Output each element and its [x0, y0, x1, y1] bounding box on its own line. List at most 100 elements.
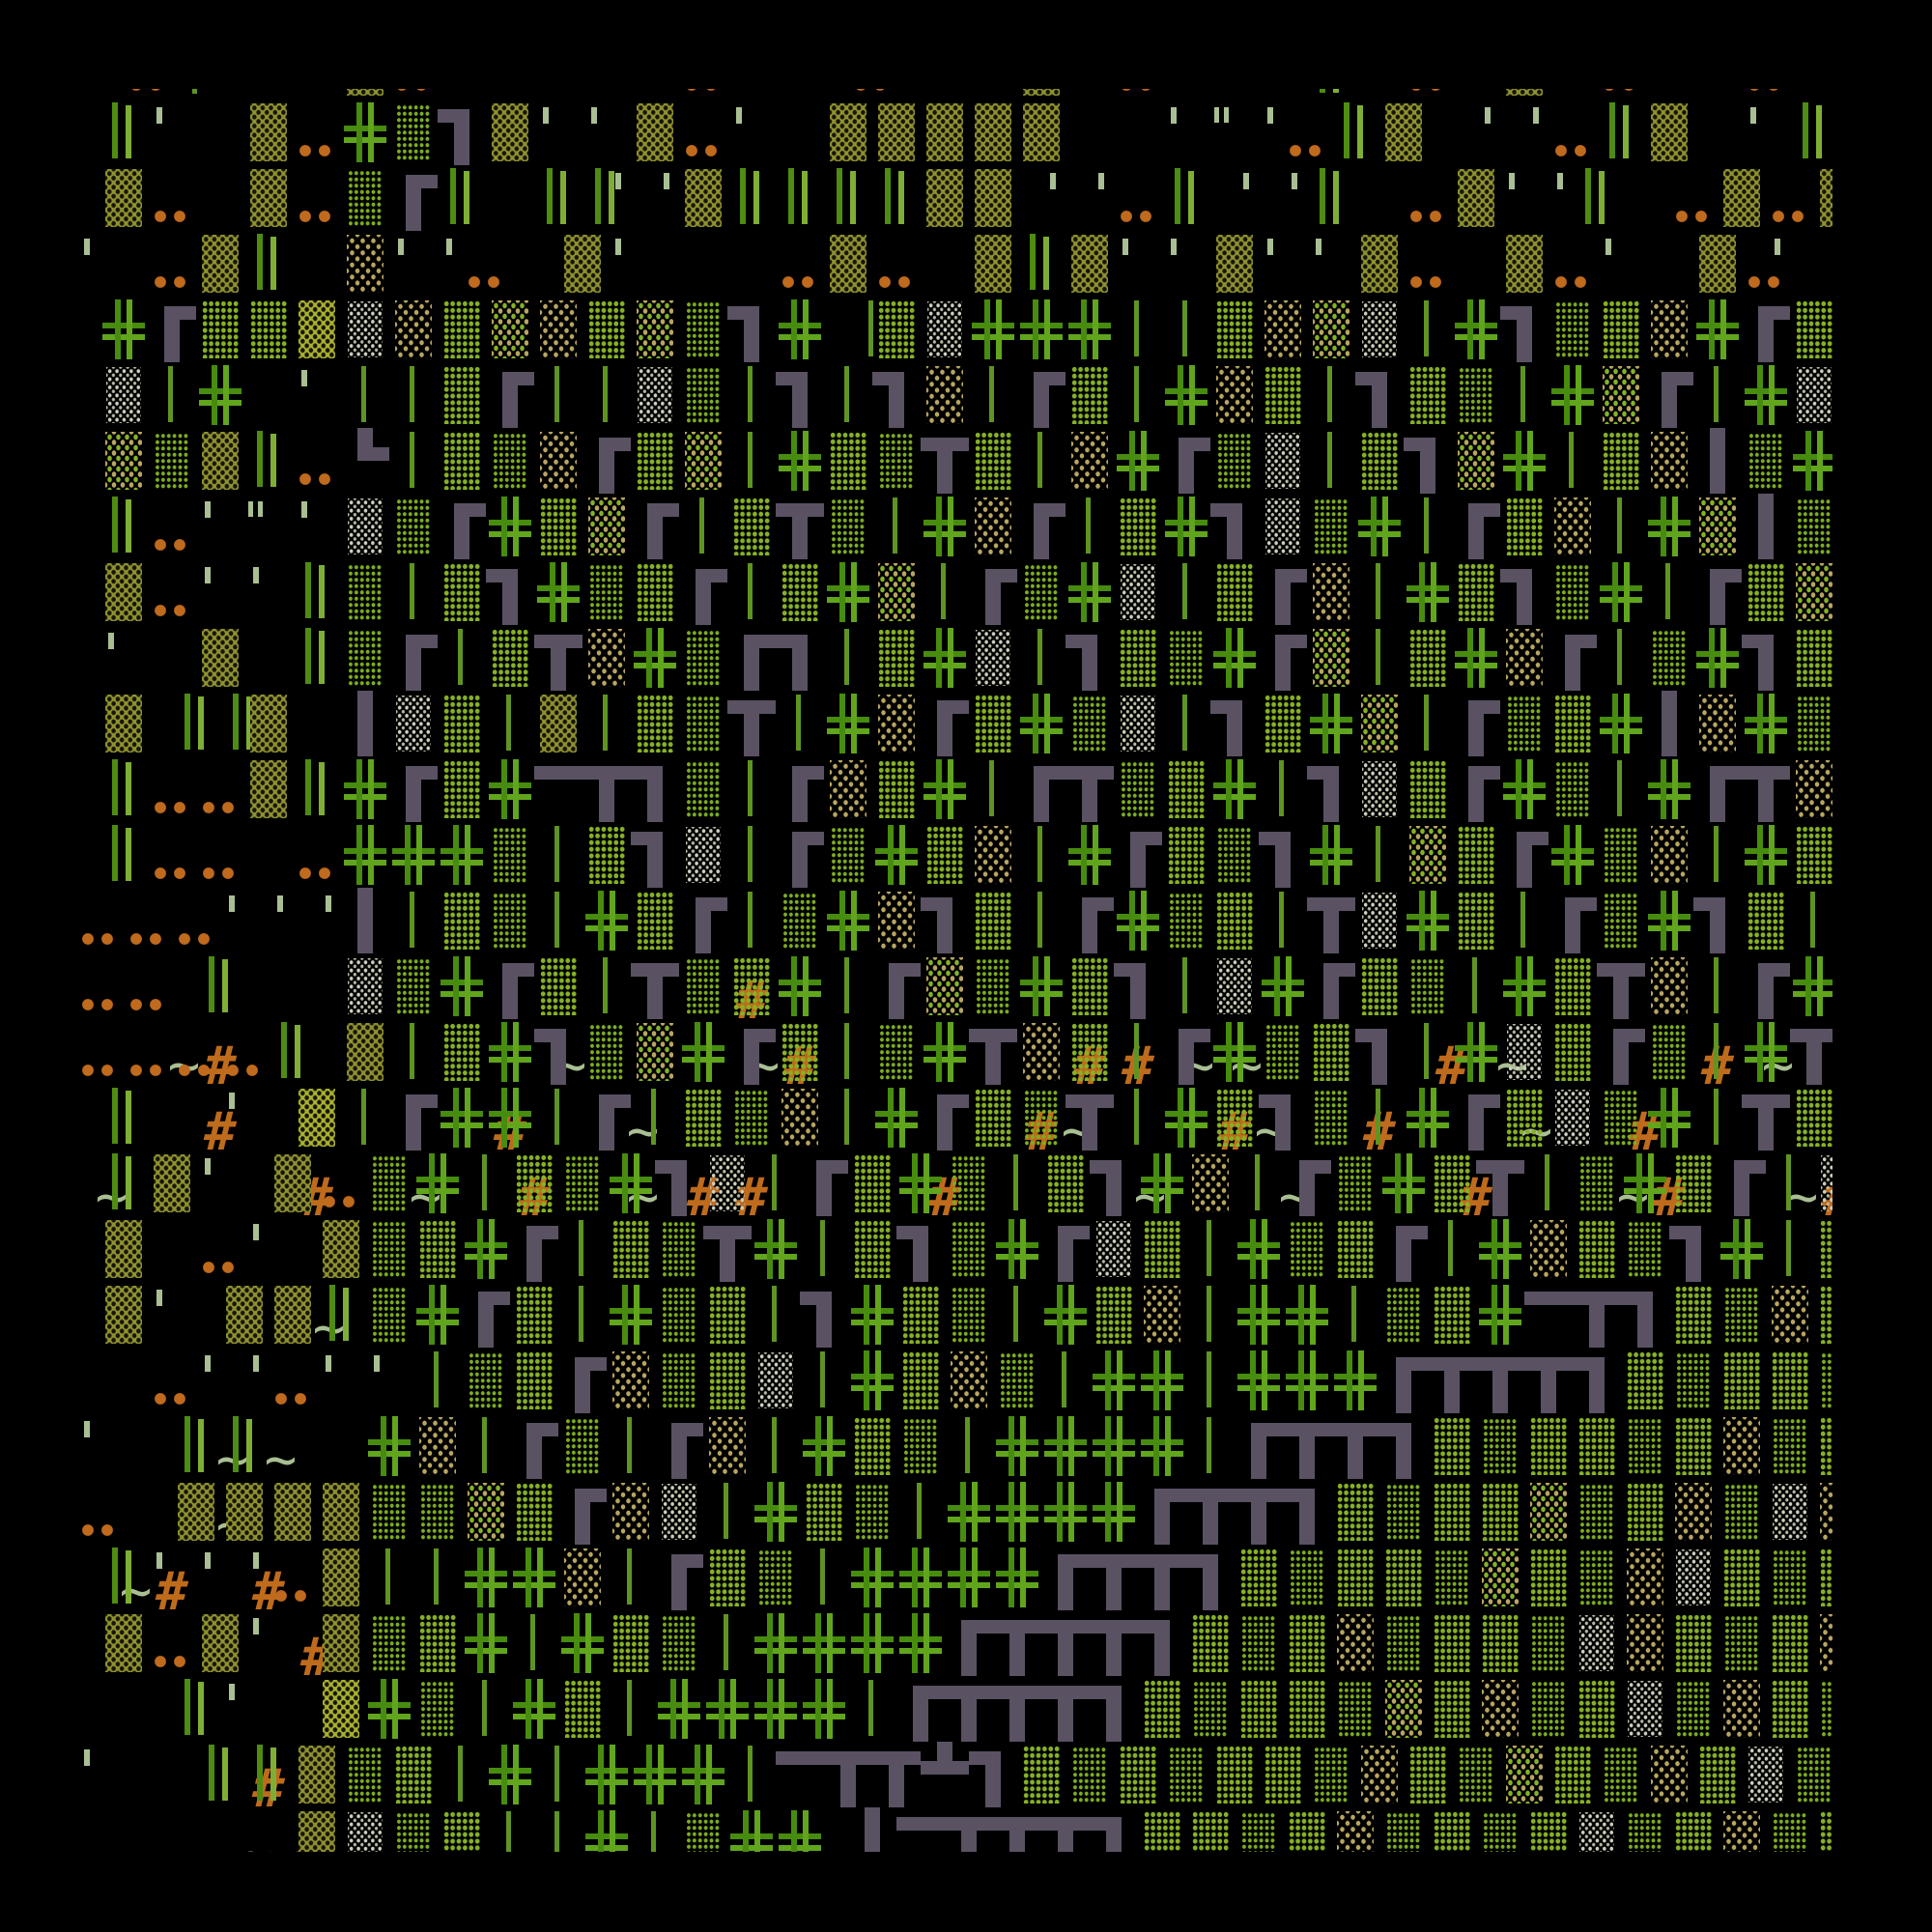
map-tile-dense-grass-olive — [269, 1282, 317, 1348]
map-tile-leaf-dots-mixed — [872, 559, 921, 625]
map-tile-leaf-dots-fine-green — [486, 888, 534, 953]
map-tile-leaf-dots-fine-green — [655, 1216, 703, 1282]
map-tile-leaf-dots-fine-green — [679, 691, 727, 756]
map-tile-canopy-cross — [462, 1545, 510, 1610]
map-tile-grass-tilde: ~ — [99, 1742, 124, 1852]
map-tile-grass-tick — [1041, 165, 1065, 231]
map-tile-leaf-dots-green — [1186, 1610, 1235, 1676]
map-tile-leaf-dots-green — [1766, 1610, 1814, 1676]
map-tile-branch-corner-dl — [1355, 1019, 1404, 1085]
map-tile-leaf-dots-pale — [1814, 1151, 1833, 1216]
map-tile-branch-tee-down — [727, 691, 776, 756]
map-tile-thin-stem — [896, 1479, 945, 1545]
map-tile-canopy-cross — [1452, 297, 1500, 362]
map-tile-soil-dots — [293, 822, 341, 888]
map-tile-dense-grass-olive — [486, 99, 534, 165]
map-tile-canopy-cross — [1693, 297, 1742, 362]
map-tile-branch-corner-dr — [1379, 1348, 1428, 1413]
map-tile-leaf-dots-green — [1404, 362, 1452, 428]
map-tile-soil-dots — [1742, 89, 1790, 99]
map-tile-canopy-cross — [848, 1282, 896, 1348]
map-viewport[interactable]: #~#~~###~~#~#~##~#~#~#~#~#~#~###~~#~#~#~… — [43, 89, 1833, 1852]
map-tile-leaf-dots-fine-green — [1379, 1807, 1428, 1852]
map-tile-dense-grass-olive — [534, 691, 582, 756]
map-tile-canopy-cross — [800, 1413, 848, 1479]
map-tile-soil-dots — [75, 953, 124, 1019]
map-tile-thin-stem — [1597, 625, 1645, 691]
map-tile-leaf-dots-green — [486, 625, 534, 691]
map-tile-branch-tee-down — [1065, 756, 1114, 822]
map-tile-sapling-double-bar — [172, 691, 220, 756]
map-tile-soil-dots — [148, 1610, 196, 1676]
map-tile-dense-grass-olive — [1210, 231, 1259, 297]
map-tile-canopy-cross — [1235, 1348, 1283, 1413]
map-tile-canopy-cross — [1114, 888, 1162, 953]
map-tile-sapling-double-bar — [172, 1676, 220, 1742]
map-tile-branch-corner-dl — [631, 756, 679, 822]
map-tile-branch-tee-down — [631, 953, 679, 1019]
map-tile-canopy-cross — [824, 691, 872, 756]
map-tile-leaf-dots-green — [631, 888, 679, 953]
map-tile-canopy-cross — [1210, 1019, 1259, 1085]
map-tile-leaf-dots-green — [1162, 756, 1210, 822]
map-tile-canopy-cross — [438, 953, 486, 1019]
map-tile-sapling-double-bar — [293, 625, 341, 691]
map-tile-leaf-dots-mixed — [631, 297, 679, 362]
map-tile-grass-tick — [655, 165, 679, 231]
map-tile-thin-stem — [1307, 428, 1355, 494]
map-tile-thin-stem — [824, 362, 872, 428]
map-tile-canopy-cross — [1235, 1216, 1283, 1282]
map-tile-leaf-dots-fine-green — [1718, 1479, 1766, 1545]
map-tile-branch-corner-dr — [679, 559, 727, 625]
map-tile-branch-tee-down — [534, 625, 582, 691]
map-tile-leaf-dots-green — [1452, 822, 1500, 888]
map-tile-canopy-cross — [1065, 822, 1114, 888]
map-tile-sapling-double-bar — [1573, 165, 1621, 231]
map-tile-leaf-dots-tan — [582, 625, 631, 691]
map-tile-branch-corner-dr — [510, 1216, 558, 1282]
map-tile-grass-tick — [1259, 99, 1283, 165]
map-tile-leaf-dots-green — [1428, 1413, 1476, 1479]
map-tile-sapling-double-bar — [99, 1085, 148, 1151]
map-tile-soil-dots — [1404, 89, 1452, 99]
map-tile-leaf-dots-green — [1355, 953, 1404, 1019]
map-tile-grass-tick — [727, 99, 752, 165]
map-tile-dense-grass-olive — [220, 1282, 269, 1348]
game-map[interactable]: #~#~~###~~#~#~##~#~#~#~#~#~#~###~~#~#~#~… — [43, 89, 1833, 1852]
map-tile-leaf-dots-fine-green — [1548, 756, 1597, 822]
map-tile-leaf-dots-green — [1428, 1151, 1476, 1216]
map-tile-leaf-dots-tan — [1814, 1479, 1833, 1545]
map-tile-branch-corner-dr — [1307, 953, 1355, 1019]
map-tile-grass-tilde: ~ — [95, 1165, 128, 1229]
map-tile-canopy-cross — [1742, 1019, 1790, 1085]
map-tile-leaf-dots-green — [1259, 1742, 1307, 1807]
map-tile-sapling-double-bar — [438, 165, 486, 231]
map-tile-thin-stem — [1259, 888, 1307, 953]
map-tile-leaf-dots-fine-green — [341, 165, 389, 231]
map-tile-thin-stem — [1017, 625, 1065, 691]
map-tile-canopy-cross — [1283, 1348, 1331, 1413]
map-tile-thin-stem — [1428, 1216, 1476, 1282]
map-tile-dense-grass-olive — [1065, 231, 1114, 297]
map-tile-leaf-dots-fine-green — [389, 953, 438, 1019]
map-tile-leaf-dots-fine-green — [365, 1610, 413, 1676]
map-tile-branch-corner-dr — [1597, 1019, 1645, 1085]
map-tile-thin-stem — [1162, 297, 1210, 362]
map-tile-dense-grass-bright — [293, 297, 341, 362]
map-tile-canopy-cross — [558, 1610, 607, 1676]
map-tile-sapling-double-bar — [293, 756, 341, 822]
map-tile-leaf-dots-fine-green — [558, 1413, 607, 1479]
map-tile-grass-tilde: ~ — [264, 1428, 298, 1492]
map-tile-leaf-dots-green — [1210, 297, 1259, 362]
map-tile-leaf-dots-fine-green — [679, 625, 727, 691]
map-tile-thin-stem — [1404, 494, 1452, 559]
map-tile-leaf-dots-green — [1283, 1610, 1331, 1676]
map-tile-dense-grass-olive — [99, 1282, 148, 1348]
map-tile-leaf-dots-fine-green — [1718, 1610, 1766, 1676]
map-tile-dense-grass-olive — [317, 1479, 365, 1545]
map-tile-leaf-dots-green — [438, 297, 486, 362]
map-tile-canopy-cross — [413, 1282, 462, 1348]
map-tile-leaf-dots-tan — [413, 1413, 462, 1479]
map-tile-leaf-dots-green — [969, 428, 1017, 494]
map-tile-leaf-dots-mixed — [1524, 1479, 1573, 1545]
